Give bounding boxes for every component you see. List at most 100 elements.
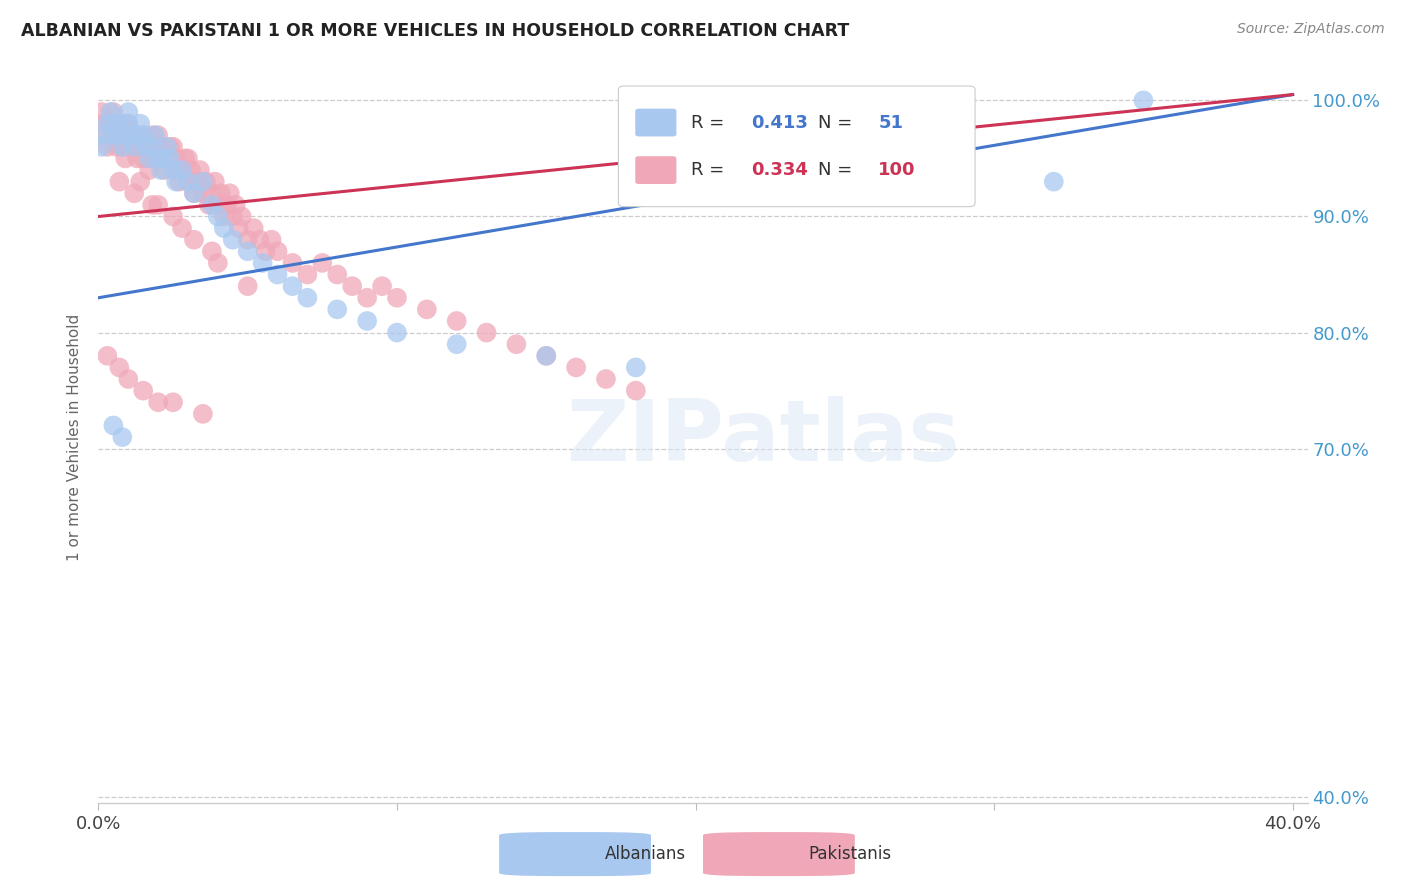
Point (138, 163, 160, 178)
Point (222, 233, 245, 247)
Point (98, 117, 121, 131)
Point (146, 198, 169, 212)
Point (150, 163, 173, 178)
Point (127, 152, 149, 166)
Point (565, 360, 588, 375)
Point (231, 210, 253, 224)
Point (135, 140, 157, 154)
Text: Albanians: Albanians (605, 845, 686, 863)
Point (122, 186, 145, 201)
Text: 100: 100 (879, 161, 915, 179)
Point (141, 198, 163, 212)
Point (132, 128, 155, 143)
Point (162, 210, 184, 224)
Point (122, 128, 145, 143)
Text: R =: R = (690, 161, 730, 179)
Point (162, 395, 184, 409)
Point (1043, 175, 1066, 189)
FancyBboxPatch shape (636, 156, 676, 184)
Point (96, 140, 118, 154)
Point (156, 152, 179, 166)
Point (103, 418, 125, 433)
Point (183, 186, 205, 201)
Point (96, 349, 118, 363)
Point (141, 140, 163, 154)
Point (260, 233, 283, 247)
Point (174, 152, 197, 166)
Point (146, 152, 169, 166)
Point (1132, 94, 1154, 108)
Text: Pakistanis: Pakistanis (808, 845, 891, 863)
Point (281, 279, 304, 293)
Point (165, 175, 187, 189)
Point (177, 152, 200, 166)
Point (624, 360, 647, 375)
Point (177, 175, 200, 189)
Point (108, 175, 131, 189)
Point (150, 140, 173, 154)
Point (207, 210, 229, 224)
Point (159, 152, 181, 166)
Text: N =: N = (818, 113, 858, 131)
Point (209, 186, 232, 201)
Point (249, 233, 271, 247)
Point (143, 140, 166, 154)
Point (108, 360, 131, 375)
Point (129, 140, 152, 154)
FancyBboxPatch shape (636, 109, 676, 136)
Point (207, 198, 229, 212)
Point (117, 140, 139, 154)
Text: ZIPatlas: ZIPatlas (567, 395, 960, 479)
Point (103, 128, 125, 143)
Point (595, 372, 617, 386)
Point (146, 152, 169, 166)
Point (105, 128, 128, 143)
Point (446, 314, 468, 328)
Point (111, 117, 134, 131)
FancyBboxPatch shape (619, 86, 976, 207)
Point (167, 175, 190, 189)
Point (127, 128, 149, 143)
Point (225, 198, 247, 212)
Point (254, 244, 277, 259)
Point (114, 152, 136, 166)
Point (340, 279, 363, 293)
FancyBboxPatch shape (703, 832, 855, 876)
Point (201, 244, 224, 259)
Point (117, 105, 139, 120)
Point (153, 152, 176, 166)
Point (93, 117, 115, 131)
Point (120, 128, 142, 143)
Point (624, 384, 647, 398)
Y-axis label: 1 or more Vehicles in Household: 1 or more Vehicles in Household (67, 313, 83, 561)
Point (356, 314, 378, 328)
Point (111, 140, 134, 154)
Point (215, 198, 238, 212)
Point (162, 163, 184, 178)
Point (156, 140, 179, 154)
Point (120, 128, 142, 143)
Point (236, 233, 259, 247)
Point (183, 233, 205, 247)
Text: 51: 51 (879, 113, 903, 131)
Text: Source: ZipAtlas.com: Source: ZipAtlas.com (1237, 22, 1385, 37)
Point (103, 117, 125, 131)
Text: ALBANIAN VS PAKISTANI 1 OR MORE VEHICLES IN HOUSEHOLD CORRELATION CHART: ALBANIAN VS PAKISTANI 1 OR MORE VEHICLES… (21, 22, 849, 40)
Text: 0.334: 0.334 (751, 161, 808, 179)
Point (135, 140, 157, 154)
Text: 0.413: 0.413 (751, 113, 808, 131)
Point (96, 117, 118, 131)
Point (141, 152, 163, 166)
Point (138, 152, 160, 166)
FancyBboxPatch shape (499, 832, 651, 876)
Point (297, 268, 319, 282)
Point (146, 395, 169, 409)
Point (385, 291, 408, 305)
Point (536, 349, 558, 363)
Point (191, 407, 214, 421)
Point (281, 256, 304, 270)
Point (201, 198, 224, 212)
Point (222, 210, 245, 224)
Point (198, 198, 221, 212)
Point (170, 221, 193, 235)
